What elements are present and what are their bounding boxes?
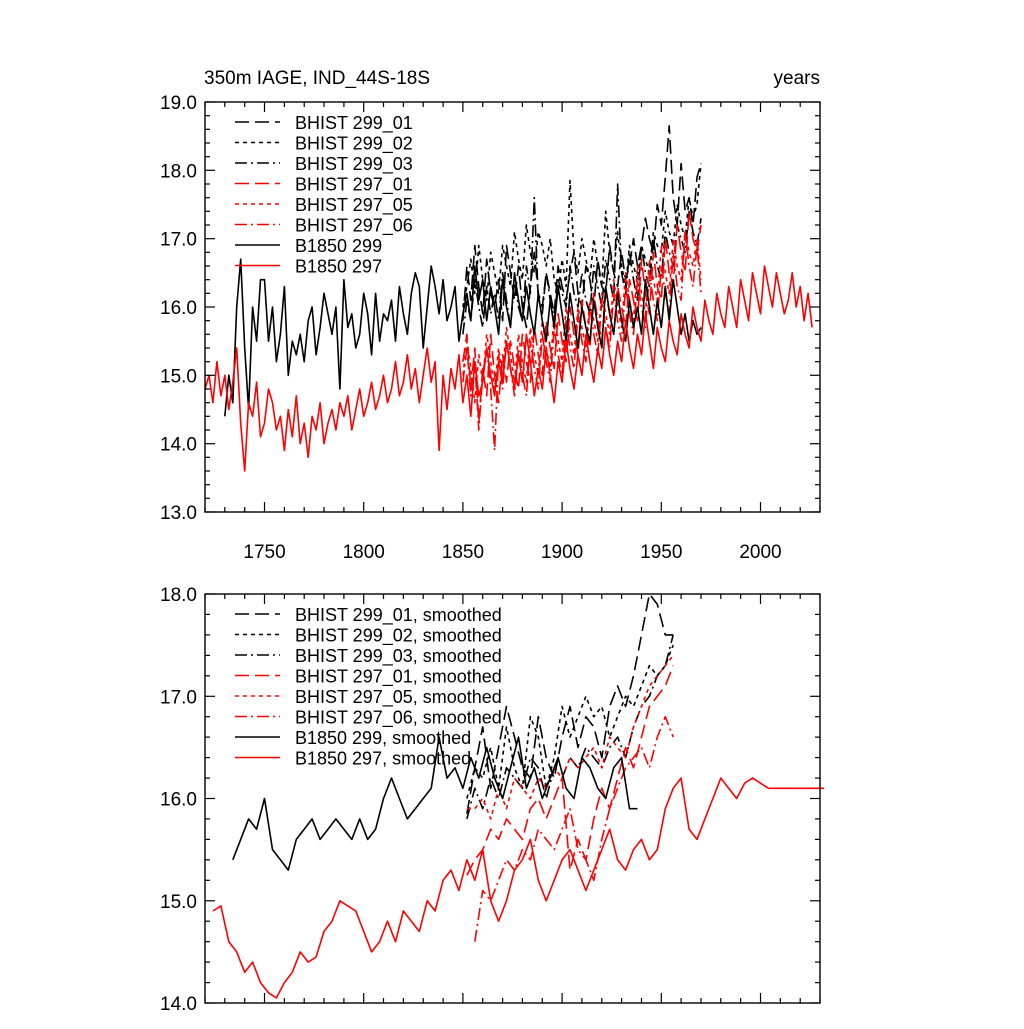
panel-bottom: 14.0 15.0 16.0 17.0 18.0 BHIST 299_01, smooth… — [160, 585, 824, 1015]
legend-label-0-6: B1850 299 — [295, 236, 382, 256]
y-tick-label: 18.0 — [160, 585, 197, 606]
legend-label-0-4: BHIST 297_05 — [295, 195, 413, 216]
series-line-1-5 — [474, 715, 674, 942]
x-tick-label: 1850 — [442, 542, 484, 563]
y-tick-label: 17.0 — [160, 687, 197, 708]
y-tick-label: 14.0 — [160, 994, 197, 1015]
y-tick-label: 18.0 — [160, 161, 197, 182]
series-line-0-3 — [462, 210, 702, 425]
series-line-0-2 — [462, 183, 702, 335]
chart-title: 350m IAGE, IND_44S-18S — [204, 68, 430, 89]
series-line-1-1 — [466, 644, 674, 799]
x-tick-label: 1900 — [541, 542, 583, 563]
legend-label-0-0: BHIST 299_01 — [295, 113, 413, 134]
panel-top: 350m IAGE, IND_44S-18S years 1750 1800 185… — [160, 68, 821, 563]
y-tick-label: 13.0 — [160, 503, 197, 524]
legend-label-1-5: BHIST 297_06, smoothed — [295, 708, 502, 729]
series-line-1-6 — [232, 736, 638, 871]
x-tick-label: 1800 — [343, 542, 385, 563]
series-line-1-3 — [466, 665, 674, 876]
y-tick-label: 19.0 — [160, 93, 197, 114]
y-tick-label: 16.0 — [160, 298, 197, 319]
series-line-0-7 — [204, 265, 813, 472]
legend-label-0-5: BHIST 297_06 — [295, 216, 413, 237]
legend-label-0-2: BHIST 299_03 — [295, 154, 413, 175]
chart-title-right: years — [774, 68, 820, 89]
legend-label-0-7: B1850 297 — [295, 257, 382, 277]
x-tick-label: 2000 — [739, 542, 781, 563]
legend-label-1-1: BHIST 299_02, smoothed — [295, 626, 502, 647]
x-tick-label: 1950 — [640, 542, 682, 563]
legend-label-1-6: B1850 299, smoothed — [295, 728, 471, 748]
legend-label-1-7: B1850 297, smoothed — [295, 749, 471, 769]
series-line-1-7 — [212, 777, 824, 999]
legend-label-1-0: BHIST 299_01, smoothed — [295, 605, 502, 626]
legend-label-0-3: BHIST 297_01 — [295, 175, 413, 196]
legend-label-1-4: BHIST 297_05, smoothed — [295, 687, 502, 708]
legend-label-0-1: BHIST 299_02 — [295, 134, 413, 155]
y-tick-label: 17.0 — [160, 230, 197, 251]
series-line-0-6 — [224, 258, 702, 417]
legend-label-1-2: BHIST 299_03, smoothed — [295, 646, 502, 667]
legend-label-1-3: BHIST 297_01, smoothed — [295, 667, 502, 688]
y-tick-label: 15.0 — [160, 366, 197, 387]
y-tick-label: 14.0 — [160, 435, 197, 456]
y-tick-label: 16.0 — [160, 790, 197, 811]
x-tick-label: 1750 — [243, 542, 285, 563]
series-line-0-5 — [462, 231, 702, 452]
series-line-1-0 — [466, 593, 674, 814]
y-tick-label: 15.0 — [160, 892, 197, 913]
